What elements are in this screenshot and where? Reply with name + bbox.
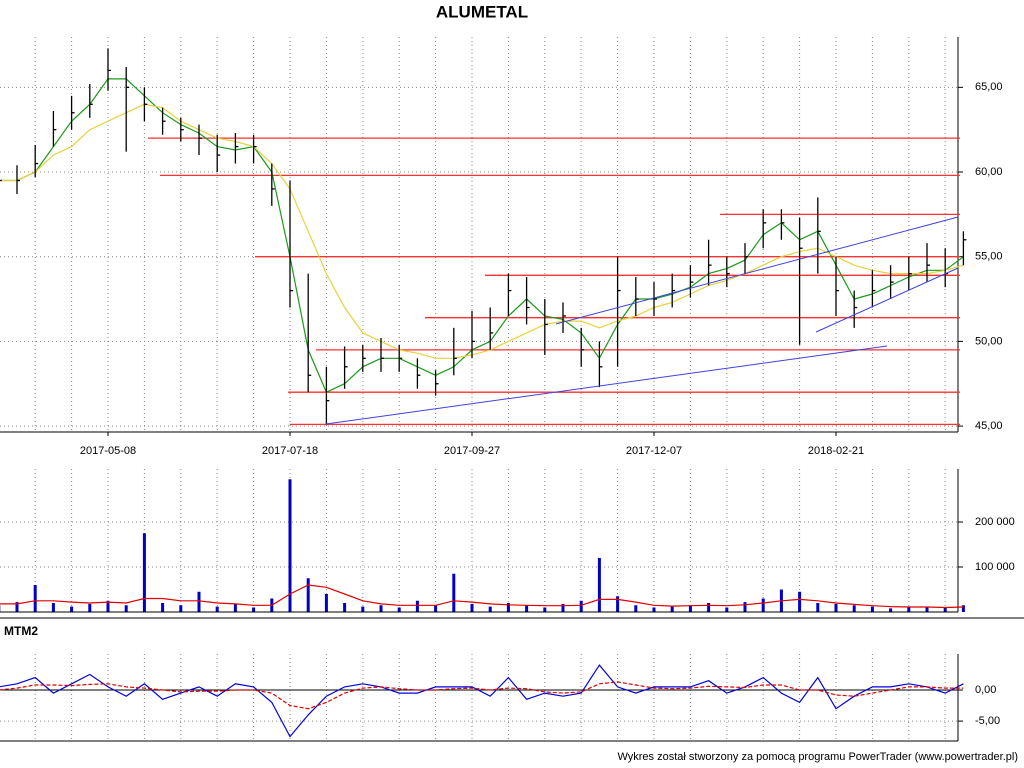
volume-bar xyxy=(834,603,838,612)
volume-average xyxy=(0,584,964,609)
trendlines xyxy=(325,216,959,425)
volume-bar xyxy=(907,607,911,612)
volume-bar xyxy=(415,600,419,612)
y-tick-label: 65,00 xyxy=(975,81,1003,93)
x-tick-label: 2017-05-08 xyxy=(80,445,136,457)
y-tick-label: 60,00 xyxy=(975,166,1003,178)
volume-bar xyxy=(70,606,74,612)
volume-bar xyxy=(816,603,820,612)
volume-bar xyxy=(525,605,529,612)
volume-bar xyxy=(215,606,219,612)
volume-bar xyxy=(743,602,747,612)
footer: Wykres został stworzony za pomocą progra… xyxy=(617,751,1018,763)
panel-title: MTM2 xyxy=(4,624,38,638)
volume-bar xyxy=(252,607,256,612)
volume-bar xyxy=(397,607,401,612)
volume-bar xyxy=(488,606,492,612)
y-tick-label: 100 000 xyxy=(975,561,1015,573)
volume-bar xyxy=(452,573,456,612)
y-tick-label: 0,00 xyxy=(975,684,996,696)
volume-bar xyxy=(543,607,547,612)
volume-bar xyxy=(597,558,601,612)
volume-bar xyxy=(324,594,328,612)
x-tick-label: 2017-12-07 xyxy=(626,445,682,457)
volume-bar xyxy=(688,605,692,612)
volume-bar xyxy=(961,605,965,612)
indicator-line xyxy=(0,664,964,738)
volume-bar xyxy=(889,608,893,612)
moving-average xyxy=(0,78,964,394)
volume-bar xyxy=(106,600,110,612)
volume-bar xyxy=(179,605,183,612)
volume-bar xyxy=(124,605,128,612)
y-tick-label: -5,00 xyxy=(975,715,1000,727)
volume-bar xyxy=(343,603,347,612)
volume-bar xyxy=(761,598,765,612)
volume-bar xyxy=(725,607,729,612)
volume-bar xyxy=(379,605,383,612)
volume-bar xyxy=(852,605,856,612)
moving-average xyxy=(0,103,964,359)
volume-bar xyxy=(197,591,201,612)
volume-bar xyxy=(870,606,874,612)
volume-bar xyxy=(943,607,947,612)
y-tick-label: 200 000 xyxy=(975,516,1015,528)
volume-bar xyxy=(470,603,474,612)
volume-bar xyxy=(434,605,438,612)
y-tick-label: 50,00 xyxy=(975,335,1003,347)
volume-bar xyxy=(652,607,656,612)
volume-bar xyxy=(88,603,92,612)
indicator-line xyxy=(0,681,964,710)
volume-bar xyxy=(33,585,37,612)
volume-bar xyxy=(161,603,165,612)
x-tick-label: 2018-02-21 xyxy=(808,445,864,457)
y-tick-label: 55,00 xyxy=(975,251,1003,263)
trendline xyxy=(815,267,959,333)
volume-bar xyxy=(51,603,55,612)
volume-bar xyxy=(616,596,620,612)
volume-bar xyxy=(798,591,802,612)
y-tick-label: 45,00 xyxy=(975,420,1003,432)
volume-bar xyxy=(506,603,510,612)
volume-bar xyxy=(288,479,292,612)
trendline xyxy=(325,345,888,425)
x-tick-label: 2017-07-18 xyxy=(262,445,318,457)
volume-bar xyxy=(306,578,310,612)
trendline xyxy=(555,216,959,325)
volume-bar xyxy=(707,603,711,612)
chart-title: ALUMETAL xyxy=(436,2,528,21)
volume-bar xyxy=(670,606,674,612)
volume-bar xyxy=(925,606,929,612)
volume-bar xyxy=(361,606,365,612)
volume-bar xyxy=(15,602,19,612)
volume-bar xyxy=(142,533,146,612)
volume-bar xyxy=(233,603,237,612)
volume-bar xyxy=(561,603,565,612)
x-tick-label: 2017-09-27 xyxy=(444,445,500,457)
volume-bar xyxy=(579,600,583,612)
volume-bar xyxy=(634,605,638,612)
